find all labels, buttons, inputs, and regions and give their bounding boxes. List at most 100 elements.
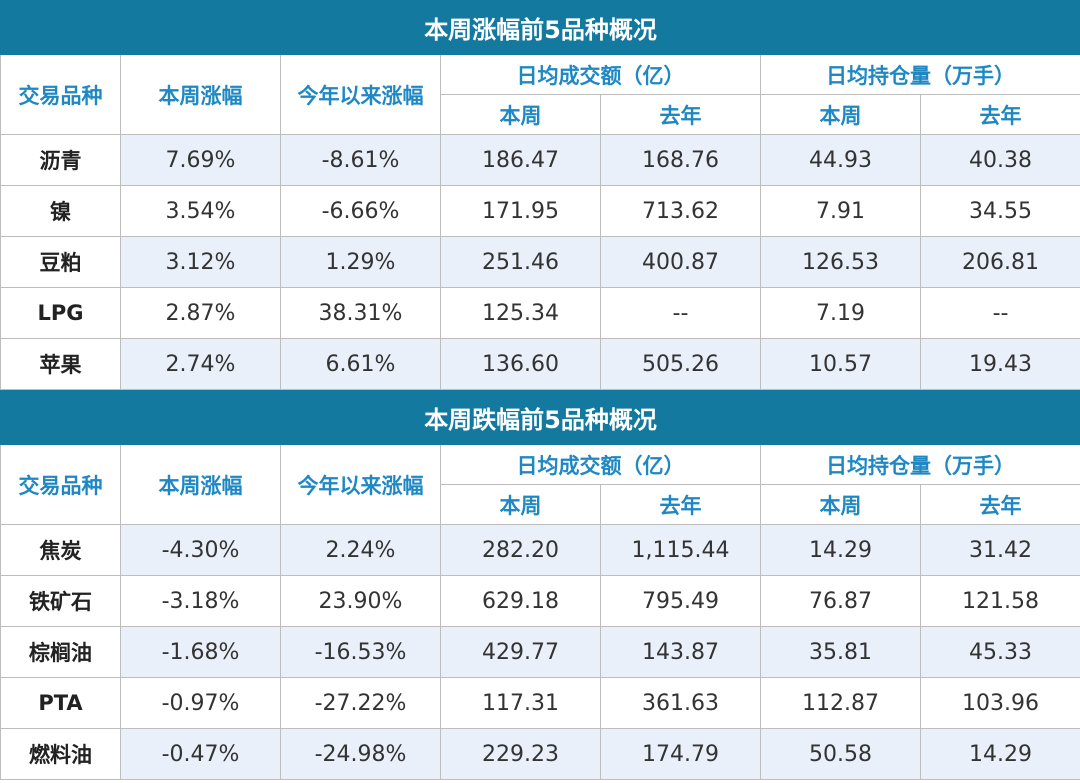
- weekly-change-cell: 2.74%: [120, 338, 281, 390]
- variety-name-cell: 铁矿石: [0, 575, 121, 627]
- header-weekly-change: 本周涨幅: [120, 54, 281, 135]
- weekly-change-cell: 3.54%: [120, 185, 281, 237]
- table-row: 焦炭 -4.30% 2.24% 282.20 1,115.44 14.29 31…: [0, 524, 1080, 576]
- oi-last-year-cell: 40.38: [919, 134, 1080, 186]
- table-row: PTA -0.97% -27.22% 117.31 361.63 112.87 …: [0, 677, 1080, 729]
- oi-last-year-cell: 103.96: [919, 677, 1080, 729]
- oi-this-week-cell: 112.87: [760, 677, 921, 729]
- table-row: 铁矿石 -3.18% 23.90% 629.18 795.49 76.87 12…: [0, 575, 1080, 627]
- weekly-change-cell: 7.69%: [120, 134, 281, 186]
- variety-name-cell: 苹果: [0, 338, 121, 390]
- turnover-this-week-cell: 282.20: [440, 524, 601, 576]
- weekly-change-cell: 2.87%: [120, 287, 281, 339]
- ytd-change-cell: -27.22%: [280, 677, 441, 729]
- turnover-this-week-cell: 125.34: [440, 287, 601, 339]
- table-row: 豆粕 3.12% 1.29% 251.46 400.87 126.53 206.…: [0, 236, 1080, 288]
- variety-name-cell: PTA: [0, 677, 121, 729]
- turnover-this-week-cell: 171.95: [440, 185, 601, 237]
- header-oi-last-year: 去年: [919, 94, 1080, 135]
- header-turnover-last-year: 去年: [600, 94, 761, 135]
- ytd-change-cell: 6.61%: [280, 338, 441, 390]
- oi-this-week-cell: 35.81: [760, 626, 921, 678]
- turnover-last-year-cell: 400.87: [600, 236, 761, 288]
- header-avg-open-interest: 日均持仓量（万手）: [759, 444, 1080, 485]
- turnover-this-week-cell: 136.60: [440, 338, 601, 390]
- header-avg-turnover: 日均成交额（亿）: [440, 444, 761, 485]
- header-weekly-change: 本周涨幅: [120, 444, 281, 525]
- oi-last-year-cell: 31.42: [919, 524, 1080, 576]
- oi-last-year-cell: 45.33: [919, 626, 1080, 678]
- variety-name-cell: LPG: [0, 287, 121, 339]
- weekly-change-cell: -0.47%: [120, 728, 281, 780]
- weekly-change-cell: -1.68%: [120, 626, 281, 678]
- oi-this-week-cell: 7.91: [760, 185, 921, 237]
- header-variety: 交易品种: [0, 54, 121, 135]
- turnover-this-week-cell: 117.31: [440, 677, 601, 729]
- turnover-this-week-cell: 186.47: [440, 134, 601, 186]
- header-turnover-this-week: 本周: [440, 484, 601, 525]
- oi-this-week-cell: 126.53: [760, 236, 921, 288]
- variety-name-cell: 燃料油: [0, 728, 121, 780]
- turnover-last-year-cell: 174.79: [600, 728, 761, 780]
- turnover-last-year-cell: 795.49: [600, 575, 761, 627]
- summary-table: 本周跌幅前5品种概况 交易品种 本周涨幅 今年以来涨幅 日均成交额（亿） 日均持…: [0, 390, 1080, 780]
- oi-this-week-cell: 10.57: [760, 338, 921, 390]
- section-title: 本周涨幅前5品种概况: [0, 0, 1080, 55]
- turnover-last-year-cell: 505.26: [600, 338, 761, 390]
- ytd-change-cell: -8.61%: [280, 134, 441, 186]
- header-ytd-change: 今年以来涨幅: [280, 444, 441, 525]
- turnover-this-week-cell: 429.77: [440, 626, 601, 678]
- table-row: 苹果 2.74% 6.61% 136.60 505.26 10.57 19.43: [0, 338, 1080, 390]
- variety-name-cell: 沥青: [0, 134, 121, 186]
- turnover-last-year-cell: 1,115.44: [600, 524, 761, 576]
- ytd-change-cell: -24.98%: [280, 728, 441, 780]
- ytd-change-cell: -16.53%: [280, 626, 441, 678]
- header-ytd-change: 今年以来涨幅: [280, 54, 441, 135]
- turnover-this-week-cell: 629.18: [440, 575, 601, 627]
- turnover-last-year-cell: 713.62: [600, 185, 761, 237]
- turnover-this-week-cell: 251.46: [440, 236, 601, 288]
- turnover-last-year-cell: 361.63: [600, 677, 761, 729]
- turnover-last-year-cell: 168.76: [600, 134, 761, 186]
- section-title: 本周跌幅前5品种概况: [0, 390, 1080, 445]
- turnover-last-year-cell: 143.87: [600, 626, 761, 678]
- oi-this-week-cell: 50.58: [760, 728, 921, 780]
- header-oi-this-week: 本周: [760, 484, 921, 525]
- ytd-change-cell: 38.31%: [280, 287, 441, 339]
- table-row: 沥青 7.69% -8.61% 186.47 168.76 44.93 40.3…: [0, 134, 1080, 186]
- turnover-this-week-cell: 229.23: [440, 728, 601, 780]
- ytd-change-cell: 1.29%: [280, 236, 441, 288]
- header-variety: 交易品种: [0, 444, 121, 525]
- oi-this-week-cell: 14.29: [760, 524, 921, 576]
- header-avg-turnover: 日均成交额（亿）: [440, 54, 761, 95]
- variety-name-cell: 焦炭: [0, 524, 121, 576]
- weekly-change-cell: -3.18%: [120, 575, 281, 627]
- header-turnover-last-year: 去年: [600, 484, 761, 525]
- oi-this-week-cell: 7.19: [760, 287, 921, 339]
- oi-this-week-cell: 44.93: [760, 134, 921, 186]
- oi-last-year-cell: 19.43: [919, 338, 1080, 390]
- weekly-change-cell: -0.97%: [120, 677, 281, 729]
- header-avg-open-interest: 日均持仓量（万手）: [759, 54, 1080, 95]
- oi-this-week-cell: 76.87: [760, 575, 921, 627]
- oi-last-year-cell: 14.29: [919, 728, 1080, 780]
- table-row: LPG 2.87% 38.31% 125.34 -- 7.19 --: [0, 287, 1080, 339]
- header-turnover-this-week: 本周: [440, 94, 601, 135]
- oi-last-year-cell: 206.81: [919, 236, 1080, 288]
- table-row: 棕榈油 -1.68% -16.53% 429.77 143.87 35.81 4…: [0, 626, 1080, 678]
- oi-last-year-cell: --: [919, 287, 1080, 339]
- turnover-last-year-cell: --: [600, 287, 761, 339]
- weekly-change-cell: -4.30%: [120, 524, 281, 576]
- ytd-change-cell: 2.24%: [280, 524, 441, 576]
- ytd-change-cell: -6.66%: [280, 185, 441, 237]
- variety-name-cell: 豆粕: [0, 236, 121, 288]
- oi-last-year-cell: 34.55: [919, 185, 1080, 237]
- table-row: 燃料油 -0.47% -24.98% 229.23 174.79 50.58 1…: [0, 728, 1080, 780]
- ytd-change-cell: 23.90%: [280, 575, 441, 627]
- header-oi-this-week: 本周: [760, 94, 921, 135]
- table-row: 镍 3.54% -6.66% 171.95 713.62 7.91 34.55: [0, 185, 1080, 237]
- variety-name-cell: 棕榈油: [0, 626, 121, 678]
- variety-name-cell: 镍: [0, 185, 121, 237]
